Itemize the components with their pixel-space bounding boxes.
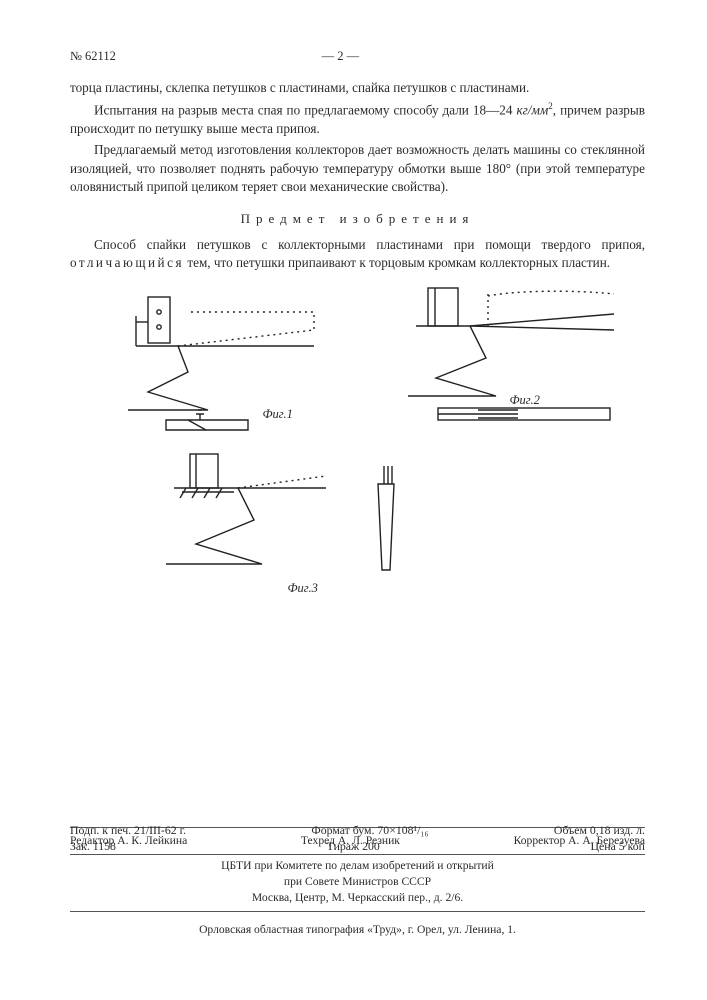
figure-2 bbox=[378, 286, 618, 426]
page: № 62112 — 2 — торца пластины, склепка пе… bbox=[0, 0, 707, 1000]
claim-c: тем, что петушки припаивают к торцовым к… bbox=[184, 255, 610, 270]
section-title: Предмет изобретения bbox=[70, 210, 645, 228]
print-order: Зак. 1158 bbox=[70, 838, 116, 854]
paragraph-2: Испытания на разрыв места спая по предла… bbox=[70, 100, 645, 138]
claim-spaced: отличающийся bbox=[70, 255, 184, 270]
print-row-1: Подп. к печ. 21/III-62 г. Формат бум. 70… bbox=[70, 822, 645, 838]
fig3-label: Фиг.3 bbox=[288, 580, 318, 597]
paragraph-1: торца пластины, склепка петушков с пласт… bbox=[70, 79, 645, 97]
cbti-block: ЦБТИ при Комитете по делам изобретений и… bbox=[70, 858, 645, 912]
page-header: № 62112 — 2 — bbox=[70, 48, 645, 65]
print-volume: Объем 0,18 изд. л. bbox=[554, 822, 645, 838]
p2-text-a: Испытания на разрыв места спая по предла… bbox=[94, 103, 516, 118]
print-format: Формат бум. 70×108¹/₁₆ bbox=[311, 822, 428, 838]
doc-number: № 62112 bbox=[70, 48, 116, 65]
claim-a: Способ спайки петушков с коллекторными п… bbox=[94, 237, 645, 252]
paragraph-3: Предлагаемый метод изготовления коллекто… bbox=[70, 141, 645, 196]
cbti-line3: Москва, Центр, М. Черкасский пер., д. 2/… bbox=[252, 891, 463, 904]
print-row-2: Зак. 1158 Тираж 200 Цена 5 коп bbox=[70, 838, 645, 854]
fig2-label: Фиг.2 bbox=[510, 392, 540, 409]
figures-block: Фиг.1 Фиг.2 bbox=[78, 292, 638, 597]
claim-paragraph: Способ спайки петушков с коллекторными п… bbox=[70, 236, 645, 272]
print-date: Подп. к печ. 21/III-62 г. bbox=[70, 822, 186, 838]
page-number: — 2 — bbox=[116, 48, 565, 65]
typography-line: Орловская областная типография «Труд», г… bbox=[70, 922, 645, 938]
p2-unit: кг/мм bbox=[516, 103, 548, 118]
print-price: Цена 5 коп bbox=[591, 838, 645, 854]
print-info-block: Подп. к печ. 21/III-62 г. Формат бум. 70… bbox=[70, 822, 645, 912]
fig1-label: Фиг.1 bbox=[263, 406, 293, 423]
cbti-line1: ЦБТИ при Комитете по делам изобретений и… bbox=[221, 859, 494, 872]
figure-3 bbox=[138, 452, 438, 592]
print-tirage: Тираж 200 bbox=[327, 838, 380, 854]
cbti-line2: при Совете Министров СССР bbox=[284, 875, 431, 888]
